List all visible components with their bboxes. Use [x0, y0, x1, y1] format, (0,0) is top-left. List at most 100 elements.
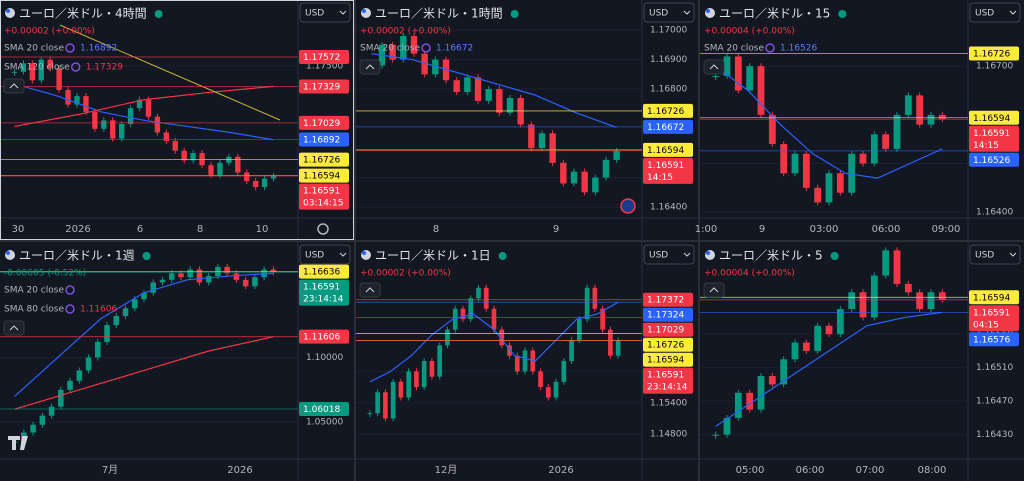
panel-background: [700, 242, 1024, 481]
symbol-flag: [5, 250, 15, 260]
collapse-button[interactable]: [3, 78, 25, 94]
price-tag: [299, 132, 349, 147]
price-tag: [299, 152, 349, 167]
collapse-chevron: [365, 287, 375, 293]
candle: [464, 77, 471, 93]
candle: [600, 308, 605, 330]
candle: [406, 371, 411, 398]
collapse-button[interactable]: [703, 282, 725, 298]
indicator-label: SMA 120 close: [4, 63, 70, 73]
candle: [29, 63, 36, 81]
candle: [496, 89, 503, 113]
indicator-icon[interactable]: [65, 304, 75, 314]
candle: [491, 308, 497, 330]
price-tag: [969, 152, 1019, 167]
price-tag-label: 1.16526: [973, 156, 1010, 166]
indicator-icon[interactable]: [65, 285, 75, 295]
currency-select[interactable]: [299, 244, 351, 265]
candle: [791, 153, 799, 174]
candle: [499, 329, 505, 346]
candle: [904, 95, 912, 115]
symbol-flag: [361, 250, 371, 260]
moving-average: [715, 311, 943, 427]
indicator-value: 1.16892: [80, 44, 117, 54]
price-change: +0.00002 (+0.00%): [360, 269, 451, 279]
price-tag: [643, 352, 693, 367]
candle: [584, 287, 590, 320]
currency-select[interactable]: [643, 244, 695, 265]
market-status: [142, 252, 151, 260]
symbol-title: ユーロ／米ドル・1週: [19, 249, 135, 263]
price-tag: [299, 279, 349, 306]
currency-select[interactable]: [643, 2, 695, 23]
candle: [602, 159, 610, 178]
candle: [242, 279, 249, 287]
price-change: +0.00004 (+0.00%): [704, 269, 795, 279]
candle: [76, 370, 83, 381]
x-tick-label: 9: [553, 224, 559, 235]
candle: [825, 325, 833, 335]
x-tick-label: 08:00: [918, 465, 947, 476]
candle: [20, 63, 27, 72]
candle: [150, 282, 157, 293]
collapse-button[interactable]: [703, 59, 725, 75]
y-tick-label: 1.16800: [650, 85, 687, 95]
candle: [235, 156, 241, 173]
candle: [825, 173, 833, 203]
candle: [613, 151, 620, 160]
chart-panel: 1.170001.169001.168001.165001.164001.167…: [356, 0, 698, 240]
candle: [30, 424, 36, 433]
moving-average: [14, 272, 274, 397]
candle: [476, 287, 481, 299]
price-tag-label: 1.17324: [647, 311, 684, 321]
candle: [460, 308, 466, 320]
chart-panel: 1.10000 1.05000 1.16636 1.16591 23:14:14 1.11…: [0, 242, 354, 481]
candle: [802, 342, 810, 351]
settings-icon[interactable]: [317, 223, 329, 235]
candle: [390, 381, 396, 419]
collapse-chevron: [365, 64, 375, 70]
collapse-chevron: [9, 325, 19, 331]
candle: [560, 162, 567, 184]
candle: [429, 360, 435, 377]
indicator-icon[interactable]: [765, 43, 775, 53]
goto-icon[interactable]: [620, 198, 636, 214]
price-tag-label: 1.16594: [647, 146, 684, 156]
candle: [400, 35, 407, 60]
candle: [110, 120, 116, 139]
collapse-button[interactable]: [3, 320, 25, 336]
collapse-button[interactable]: [359, 282, 381, 298]
candle: [723, 56, 731, 76]
candle: [569, 340, 574, 361]
candle: [383, 392, 388, 419]
moving-average: [371, 53, 617, 129]
candle: [904, 283, 912, 293]
candle: [233, 273, 240, 280]
currency-select[interactable]: [299, 2, 351, 23]
indicator-icon[interactable]: [421, 43, 431, 53]
indicator-icon[interactable]: [65, 43, 75, 53]
candle: [199, 153, 205, 166]
currency-select[interactable]: [969, 2, 1021, 23]
candle: [163, 132, 170, 141]
currency-select[interactable]: [969, 244, 1021, 265]
currency-label: USD: [305, 9, 324, 19]
price-tag-label: 1.11606: [303, 333, 340, 343]
x-tick-label: 2026: [548, 465, 573, 476]
price-tag-label: 1.17372: [647, 296, 684, 306]
x-tick-label: 9: [759, 224, 765, 235]
price-tag-label: 1.16591: [303, 187, 340, 197]
candle: [870, 275, 878, 318]
price-change: +0.00002 (+0.00%): [360, 27, 451, 37]
candle: [47, 59, 53, 69]
price-tag-label: 1.16576: [973, 335, 1010, 345]
candle: [615, 340, 621, 356]
collapse-button[interactable]: [359, 59, 381, 75]
indicator-icon[interactable]: [70, 62, 81, 72]
price-tag: [643, 142, 693, 157]
currency-chevron: [1009, 10, 1017, 15]
candle: [48, 406, 55, 416]
y-tick-label: 1.14800: [650, 430, 687, 440]
symbol-flag-inner: [362, 9, 366, 13]
candle: [127, 108, 134, 124]
